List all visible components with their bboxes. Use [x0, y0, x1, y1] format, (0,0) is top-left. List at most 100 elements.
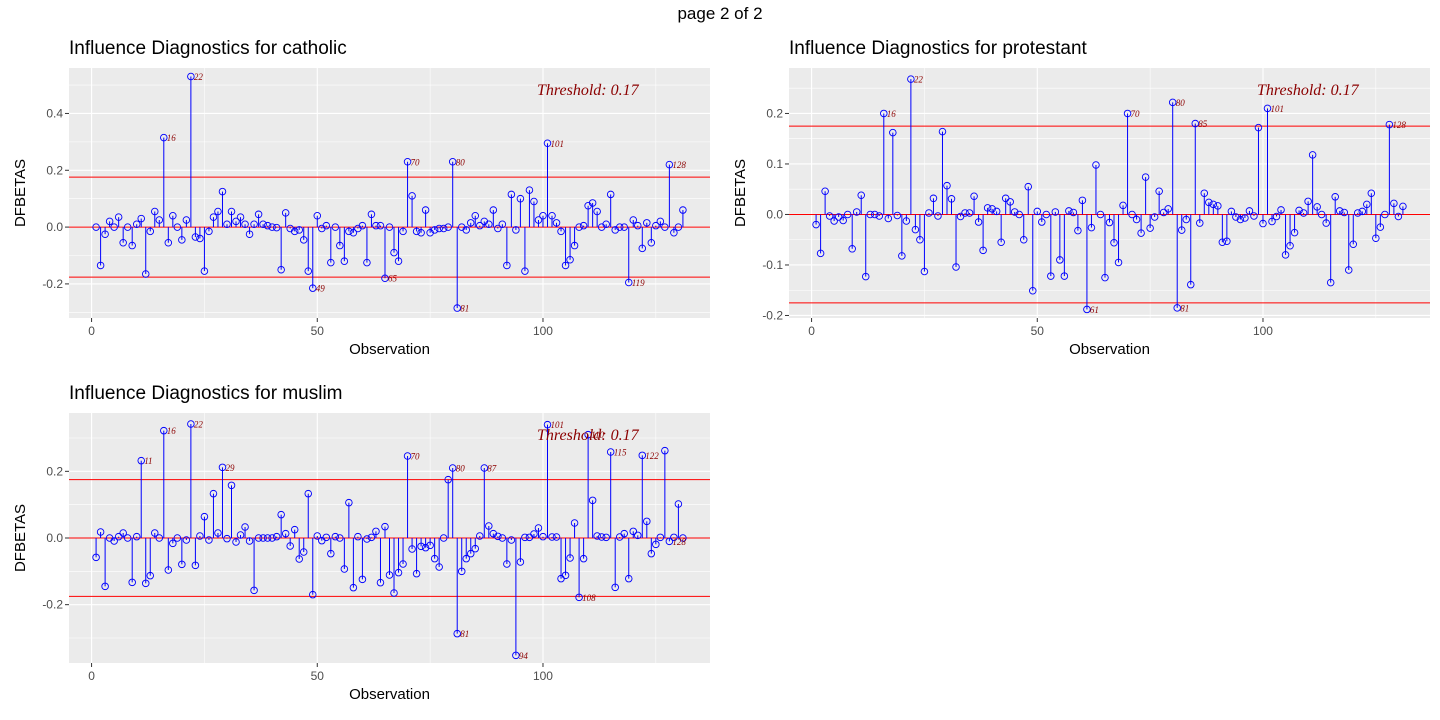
data-point	[530, 530, 538, 538]
data-point	[498, 220, 507, 228]
x-tick-label: 50	[311, 324, 325, 338]
data-point	[241, 523, 249, 531]
data-point	[575, 593, 583, 602]
data-point	[920, 267, 929, 276]
data-point	[160, 133, 168, 142]
data-point	[665, 537, 674, 546]
data-point	[1354, 209, 1362, 217]
data-point	[1024, 182, 1032, 191]
data-point	[232, 538, 240, 546]
data-point	[965, 209, 974, 217]
data-point	[421, 206, 430, 214]
point-label: 101	[1270, 104, 1284, 114]
data-point	[1363, 200, 1371, 209]
data-point	[259, 534, 267, 542]
data-point	[902, 217, 911, 225]
point-label: 81	[1180, 303, 1189, 313]
data-point	[1209, 200, 1218, 209]
data-point	[593, 532, 601, 540]
data-point	[925, 209, 933, 217]
data-point	[661, 223, 669, 231]
data-point	[178, 560, 186, 569]
point-label: 115	[614, 448, 627, 458]
data-point	[281, 209, 290, 217]
data-point	[652, 540, 660, 549]
data-point	[1083, 305, 1091, 314]
page-title: page 2 of 2	[677, 4, 763, 23]
data-point	[1335, 207, 1344, 215]
data-point	[327, 258, 335, 267]
data-point	[200, 512, 209, 521]
data-point	[1096, 210, 1105, 219]
data-point	[178, 236, 186, 244]
data-point	[575, 223, 583, 231]
threshold-annotation: Threshold: 0.17	[537, 427, 640, 444]
data-point	[1390, 199, 1398, 208]
y-tick-label: 0.0	[46, 531, 63, 545]
data-point	[110, 537, 118, 545]
point-label: 81	[460, 304, 469, 314]
data-point	[1272, 212, 1281, 221]
data-point	[241, 220, 249, 228]
data-point	[503, 560, 511, 568]
data-point	[634, 221, 642, 230]
point-label: 70	[1131, 109, 1141, 119]
data-point	[101, 582, 109, 591]
x-tick-label: 50	[1031, 324, 1045, 338]
data-point	[358, 221, 367, 230]
point-label: 16	[167, 133, 177, 143]
data-point	[943, 181, 951, 190]
data-point	[512, 226, 520, 234]
data-point	[245, 230, 254, 238]
data-point	[1344, 266, 1353, 274]
point-label: 49	[316, 284, 326, 294]
data-point	[480, 464, 489, 472]
data-point	[232, 217, 240, 226]
data-point	[1074, 226, 1082, 235]
data-point	[1254, 123, 1263, 132]
data-point	[1263, 104, 1272, 113]
data-point	[1241, 214, 1249, 222]
data-point	[1308, 151, 1317, 159]
data-point	[263, 534, 272, 542]
data-point	[399, 227, 407, 236]
data-point	[322, 221, 331, 230]
data-point	[665, 160, 674, 169]
data-point	[552, 219, 561, 227]
data-point	[938, 127, 947, 136]
point-label: 22	[194, 72, 204, 82]
data-point	[254, 210, 263, 219]
data-point	[281, 529, 290, 538]
data-point	[907, 75, 915, 83]
data-point	[299, 548, 308, 556]
data-point	[372, 527, 380, 536]
point-label: 108	[582, 593, 596, 603]
data-point	[205, 227, 213, 236]
data-point	[1146, 224, 1154, 232]
data-point	[453, 304, 461, 312]
data-point	[205, 536, 213, 544]
data-point	[444, 475, 452, 484]
data-point	[345, 498, 353, 507]
y-tick-label: -0.2	[762, 308, 783, 322]
data-point	[512, 651, 520, 660]
data-point	[250, 220, 258, 228]
data-point	[1042, 210, 1051, 219]
y-tick-label: 0.2	[46, 464, 63, 478]
data-point	[385, 571, 394, 579]
data-point	[830, 217, 838, 225]
data-point	[426, 541, 434, 550]
point-label: 85	[1198, 119, 1208, 129]
point-label: 81	[460, 629, 469, 639]
data-point	[421, 543, 430, 552]
data-point	[1155, 187, 1163, 195]
data-point	[155, 216, 164, 224]
y-tick-label: -0.1	[762, 258, 783, 272]
data-point	[96, 261, 105, 270]
data-point	[137, 456, 145, 465]
data-point	[1128, 210, 1136, 219]
data-point	[236, 213, 245, 221]
data-point	[929, 194, 938, 203]
data-point	[861, 272, 870, 281]
data-point	[1056, 256, 1064, 264]
